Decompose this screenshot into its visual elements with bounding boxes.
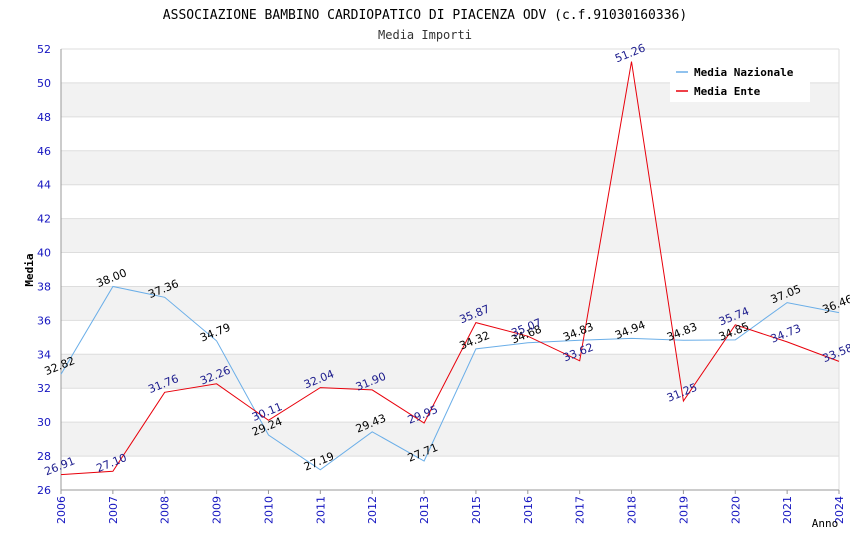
y-tick-label: 32 (37, 382, 51, 395)
x-tick-label: 2019 (677, 496, 690, 524)
y-tick-label: 48 (37, 111, 51, 124)
series-line-media-ente (60, 61, 840, 476)
y-tick-label: 50 (37, 77, 51, 90)
x-tick-label: 2011 (314, 496, 327, 524)
grid-band (61, 150, 839, 185)
grid-band (61, 422, 839, 457)
legend-label: Media Nazionale (694, 66, 794, 79)
x-tick-label: 2015 (470, 496, 483, 524)
x-tick-label: 2007 (107, 496, 120, 524)
x-tick-label: 2006 (55, 496, 68, 524)
y-tick-label: 28 (37, 450, 51, 463)
series-lines (60, 61, 840, 476)
x-tick-label: 2009 (211, 496, 224, 524)
x-axis-label: Anno (812, 517, 839, 530)
y-tick-label: 44 (37, 179, 51, 192)
data-label: 34.73 (769, 322, 803, 346)
x-tick-label: 2020 (729, 496, 742, 524)
x-tick-label: 2024 (833, 496, 846, 524)
y-tick-label: 38 (37, 280, 51, 293)
x-axis-ticks: 2006 2007 2008 2009 2010 2011 2012 2013 2015 2016… (55, 490, 846, 524)
y-tick-label: 42 (37, 213, 51, 226)
x-tick-label: 2013 (418, 496, 431, 524)
x-tick-label: 2018 (626, 496, 639, 524)
x-tick-label: 2008 (159, 496, 172, 524)
legend-label: Media Ente (694, 85, 761, 98)
grid-bands (61, 82, 839, 457)
grid-band (61, 286, 839, 321)
x-tick-label: 2016 (522, 496, 535, 524)
chart-subtitle: Media Importi (378, 28, 472, 42)
x-tick-label: 2017 (574, 496, 587, 524)
y-tick-label: 52 (37, 43, 51, 56)
y-tick-label: 26 (37, 484, 51, 497)
legend-box (670, 60, 810, 102)
y-axis-label: Media (23, 253, 36, 286)
x-tick-label: 2012 (366, 496, 379, 524)
x-tick-label: 2010 (262, 496, 275, 524)
y-axis-ticks: 26 28 30 32 34 36 38 40 42 44 46 48 50 52 (37, 43, 51, 497)
data-label: 34.79 (198, 321, 232, 345)
y-tick-label: 40 (37, 247, 51, 260)
data-label: 34.32 (458, 329, 492, 353)
y-tick-label: 34 (37, 348, 51, 361)
x-tick-label: 2021 (781, 496, 794, 524)
y-tick-label: 30 (37, 416, 51, 429)
y-tick-label: 46 (37, 145, 51, 158)
series-line-media-nazionale (60, 285, 840, 471)
legend: Media Nazionale Media Ente (670, 60, 810, 102)
data-label: 51.26 (613, 41, 647, 65)
grid-band (61, 354, 839, 389)
chart-title: ASSOCIAZIONE BAMBINO CARDIOPATICO DI PIA… (163, 8, 687, 23)
y-tick-label: 36 (37, 314, 51, 327)
grid-band (61, 218, 839, 253)
